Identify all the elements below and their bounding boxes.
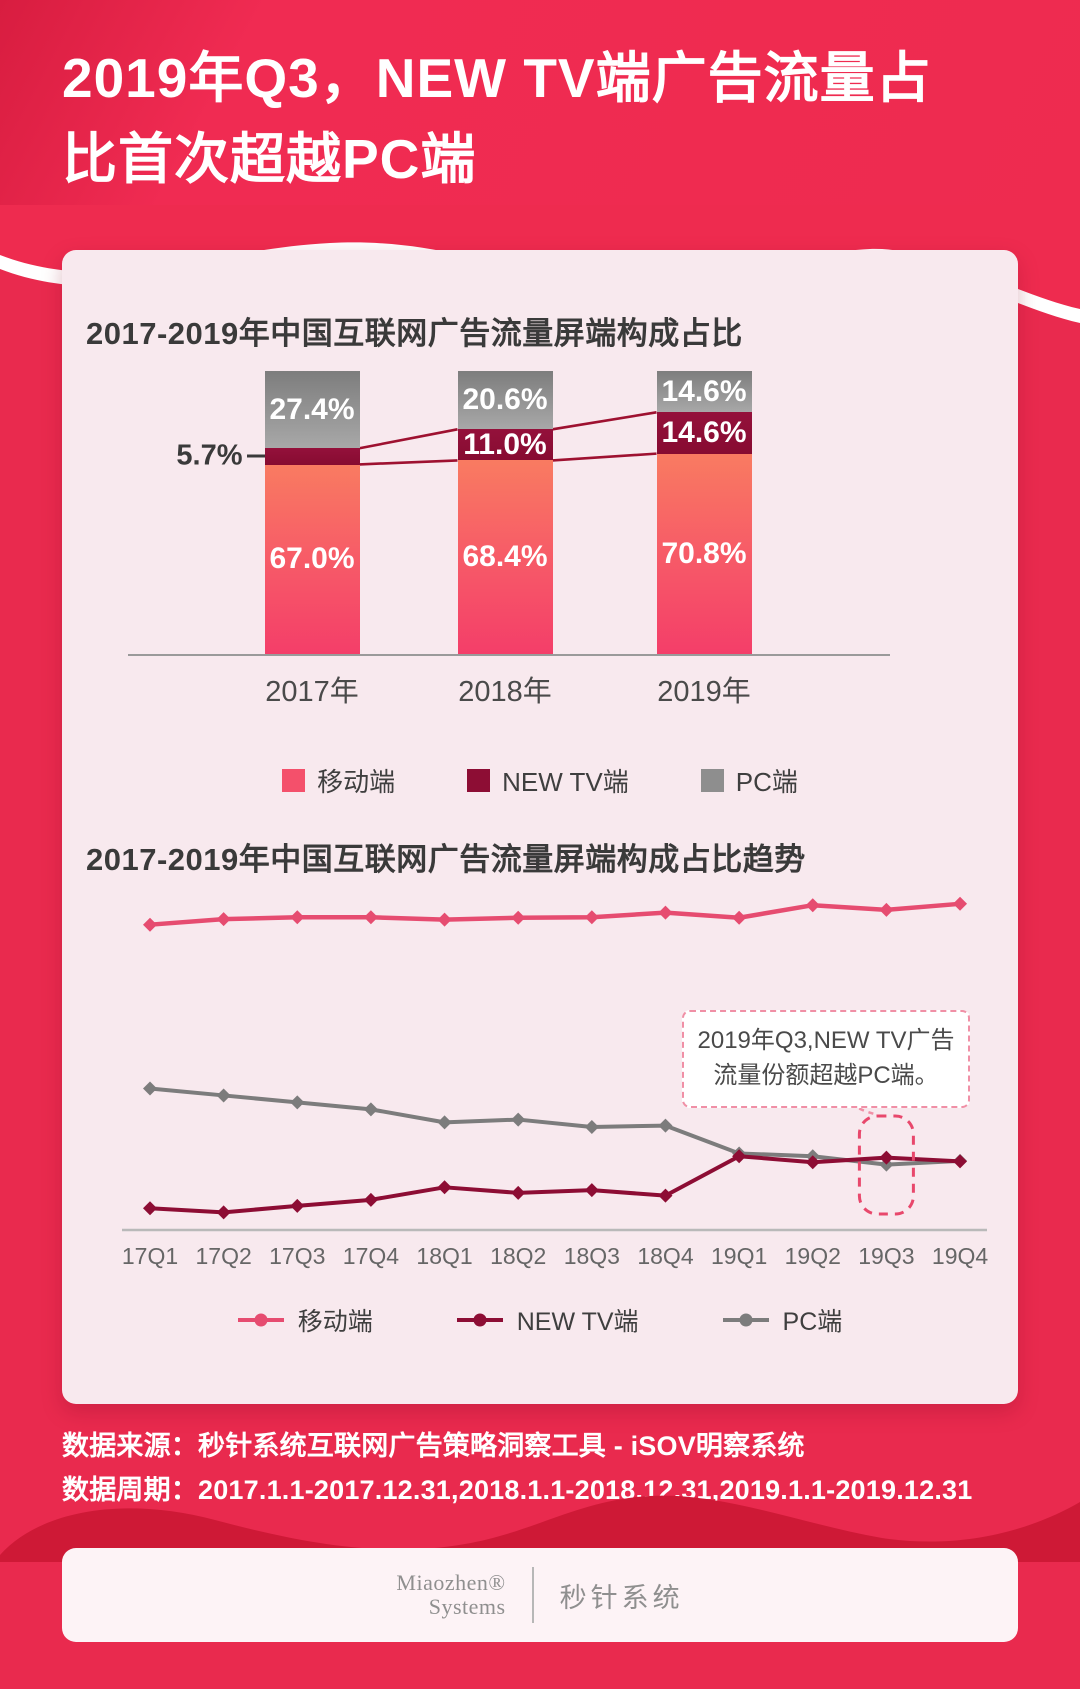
line-legend-label-newtv: NEW TV端 (516, 1308, 639, 1336)
page-title: 2019年Q3，NEW TV端广告流量占 比首次超越PC端 (62, 38, 1022, 201)
miaozhen-logo-line1: Miaozhen® (396, 1570, 506, 1596)
newtv-swatch-icon (467, 769, 491, 792)
svg-text:19Q2: 19Q2 (785, 1243, 841, 1269)
svg-text:18Q2: 18Q2 (490, 1243, 546, 1269)
legend-item-pc: PC端 (700, 762, 798, 799)
logo-divider (531, 1567, 534, 1623)
bar-segment-NEW TV端: 14.6% (656, 412, 752, 454)
bar-x-tick-label: 2018年 (458, 676, 552, 708)
bar-segment-移动端: 70.8% (656, 453, 752, 654)
svg-text:17Q1: 17Q1 (122, 1243, 178, 1269)
svg-text:17Q3: 17Q3 (269, 1243, 325, 1269)
miaozhen-logo: Miaozhen® Systems (396, 1571, 505, 1619)
legend-item-mobile: 移动端 (282, 762, 395, 799)
page-title-line1: 2019年Q3，NEW TV端广告流量占 (62, 47, 932, 109)
annotation-callout: 2019年Q3,NEW TV广告 流量份额超越PC端。 (682, 1010, 970, 1108)
bar-segment-移动端: 68.4% (457, 460, 553, 654)
line-legend-item-pc: PC端 (722, 1302, 843, 1338)
segment-value-label: 67.0% (269, 542, 355, 576)
svg-text:17Q4: 17Q4 (343, 1243, 399, 1269)
svg-text:18Q1: 18Q1 (416, 1243, 472, 1269)
mobile-swatch-icon (282, 769, 306, 792)
pc-swatch-icon (700, 769, 724, 792)
line-legend-label-pc: PC端 (782, 1308, 843, 1336)
svg-text:19Q4: 19Q4 (932, 1243, 988, 1269)
segment-value-label: 11.0% (463, 427, 547, 461)
bar-x-tick-label: 2017年 (265, 676, 359, 708)
stacked-bar-2019年: 14.6% 14.6% 70.8% (656, 371, 752, 654)
data-period-text: 数据周期：2017.1.1-2017.12.31,2018.1.1-2018.1… (62, 1475, 973, 1505)
legend-label-newtv: NEW TV端 (502, 767, 629, 797)
line-chart-title: 2017-2019年中国互联网广告流量屏端构成占比趋势 (86, 842, 806, 877)
segment-value-label: 14.6% (661, 374, 747, 408)
line-chart-legend: 移动端 NEW TV端 PC端 (62, 1302, 1018, 1338)
trend-line-chart: 17Q1 17Q2 17Q3 17Q4 18Q1 18Q2 18Q3 18Q4 19Q1 19Q2… (62, 872, 1018, 1272)
bar-segment-PC端: 14.6% (656, 371, 752, 413)
segment-value-label: 14.6% (661, 415, 747, 449)
bar-segment-PC端: 27.4% (264, 371, 360, 449)
legend-item-newtv: NEW TV端 (467, 762, 629, 799)
mobile-line-swatch-icon (237, 1313, 284, 1327)
svg-text:19Q3: 19Q3 (858, 1243, 914, 1269)
stacked-bar-2018年: 20.6% 11.0% 68.4% (457, 371, 553, 654)
svg-text:18Q4: 18Q4 (637, 1243, 693, 1269)
brand-footer-card: Miaozhen® Systems 秒针系统 (62, 1548, 1018, 1642)
legend-label-pc: PC端 (735, 767, 798, 797)
segment-value-label: 70.8% (661, 536, 747, 570)
annotation-line2: 流量份额超越PC端。 (713, 1061, 939, 1089)
svg-text:17Q2: 17Q2 (196, 1243, 252, 1269)
bar-segment-移动端: 67.0% (264, 464, 360, 654)
bottom-wave-decoration (0, 1495, 1080, 1562)
bar-chart-title: 2017-2019年中国互联网广告流量屏端构成占比 (86, 316, 743, 351)
bar-chart-legend: 移动端 NEW TV端 PC端 (62, 762, 1018, 799)
content-card: 2017-2019年中国互联网广告流量屏端构成占比 移动端 NEW TV端 PC… (62, 250, 1018, 1404)
stacked-bar-2017年: 27.4% 67.0% (264, 371, 360, 654)
pc-line-swatch-icon (722, 1313, 769, 1327)
bar-x-axis-line (128, 654, 890, 656)
annotation-line1: 2019年Q3,NEW TV广告 (697, 1027, 955, 1054)
bar-segment-NEW TV端 (264, 448, 360, 465)
stacked-bar-chart: 移动端 NEW TV端 PC端 5.7% 27.4% 67.0% 2017年 20.6%… (62, 364, 1018, 834)
segment-value-label: 27.4% (269, 392, 355, 426)
label-pointer-dash (246, 454, 265, 458)
segment-value-label: 68.4% (462, 540, 548, 574)
data-source-text: 数据来源：秒针系统互联网广告策略洞察工具 - iSOV明察系统 (62, 1431, 805, 1461)
line-legend-item-mobile: 移动端 (237, 1302, 373, 1338)
legend-label-mobile: 移动端 (317, 767, 396, 797)
bar-segment-NEW TV端: 11.0% (457, 427, 553, 461)
bar-segment-PC端: 20.6% (457, 371, 553, 430)
svg-text:19Q1: 19Q1 (711, 1243, 767, 1269)
trend-line-plot: 17Q1 17Q2 17Q3 17Q4 18Q1 18Q2 18Q3 18Q4 19Q1 19Q2… (122, 896, 988, 1269)
page-title-line2: 比首次超越PC端 (62, 128, 477, 191)
line-legend-label-mobile: 移动端 (297, 1308, 373, 1336)
brand-name-chinese: 秒针系统 (559, 1582, 684, 1613)
outside-value-label: 5.7% (176, 439, 243, 472)
bar-x-tick-label: 2019年 (657, 676, 751, 708)
svg-text:18Q3: 18Q3 (564, 1243, 620, 1269)
miaozhen-logo-line2: Systems (428, 1594, 506, 1619)
segment-value-label: 20.6% (462, 383, 548, 417)
newtv-line-swatch-icon (456, 1313, 503, 1327)
line-legend-item-newtv: NEW TV端 (456, 1302, 639, 1338)
